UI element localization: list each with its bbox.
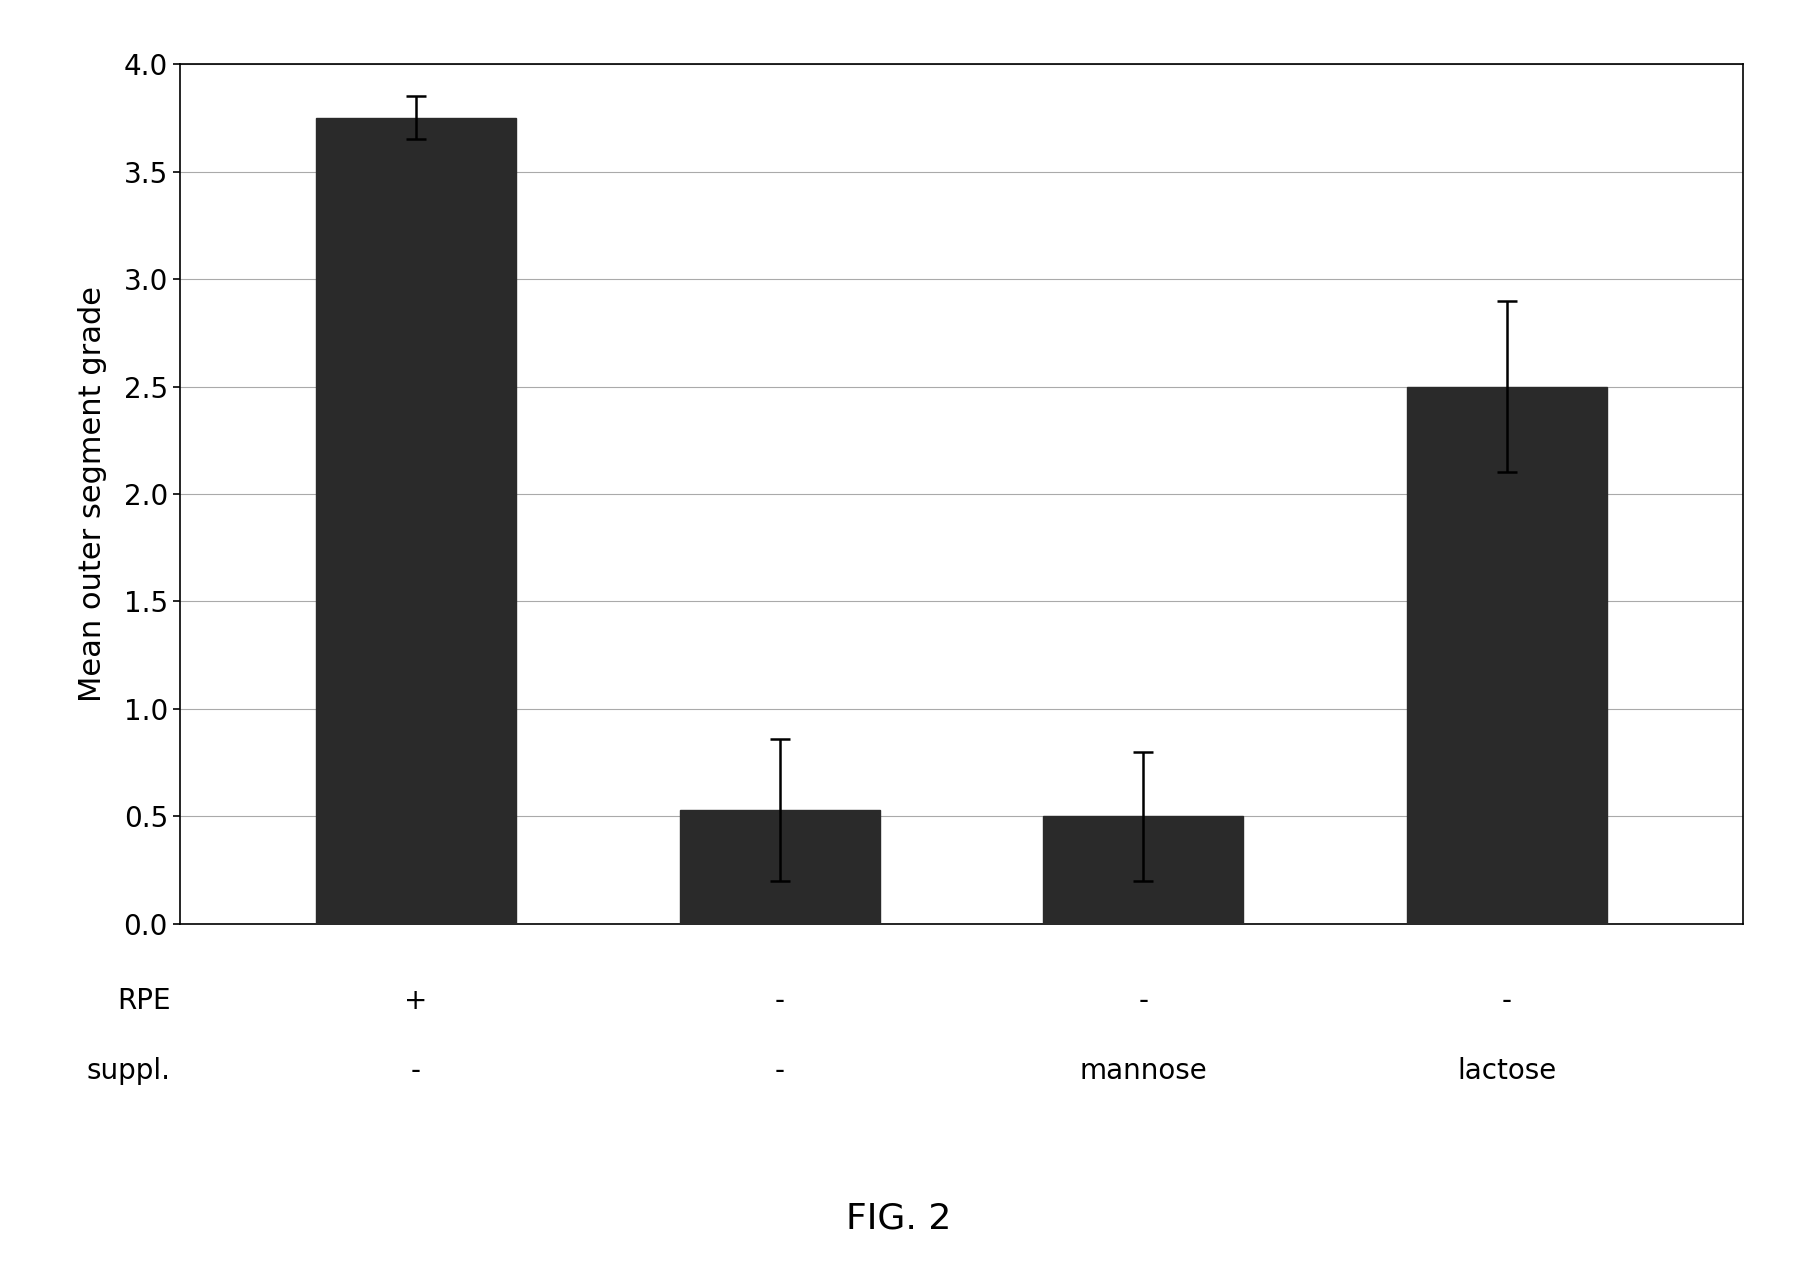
Text: -: - — [1138, 987, 1148, 1015]
Bar — [1407, 386, 1607, 924]
Text: -: - — [1502, 987, 1511, 1015]
Text: +: + — [404, 987, 428, 1015]
Text: suppl.: suppl. — [86, 1057, 171, 1085]
Text: -: - — [775, 987, 785, 1015]
Bar — [1044, 816, 1244, 924]
Text: mannose: mannose — [1080, 1057, 1208, 1085]
Bar — [316, 118, 516, 924]
Text: lactose: lactose — [1457, 1057, 1556, 1085]
Text: RPE: RPE — [117, 987, 171, 1015]
Bar — [679, 810, 879, 924]
Text: FIG. 2: FIG. 2 — [846, 1202, 951, 1236]
Text: -: - — [412, 1057, 420, 1085]
Y-axis label: Mean outer segment grade: Mean outer segment grade — [77, 286, 106, 702]
Text: -: - — [775, 1057, 785, 1085]
